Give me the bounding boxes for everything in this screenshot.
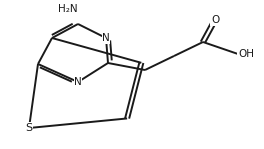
Text: H₂N: H₂N — [58, 4, 78, 14]
Text: N: N — [102, 33, 110, 43]
Text: N: N — [74, 77, 82, 87]
Text: S: S — [25, 123, 32, 133]
Text: OH: OH — [238, 49, 254, 59]
Text: O: O — [211, 15, 219, 25]
